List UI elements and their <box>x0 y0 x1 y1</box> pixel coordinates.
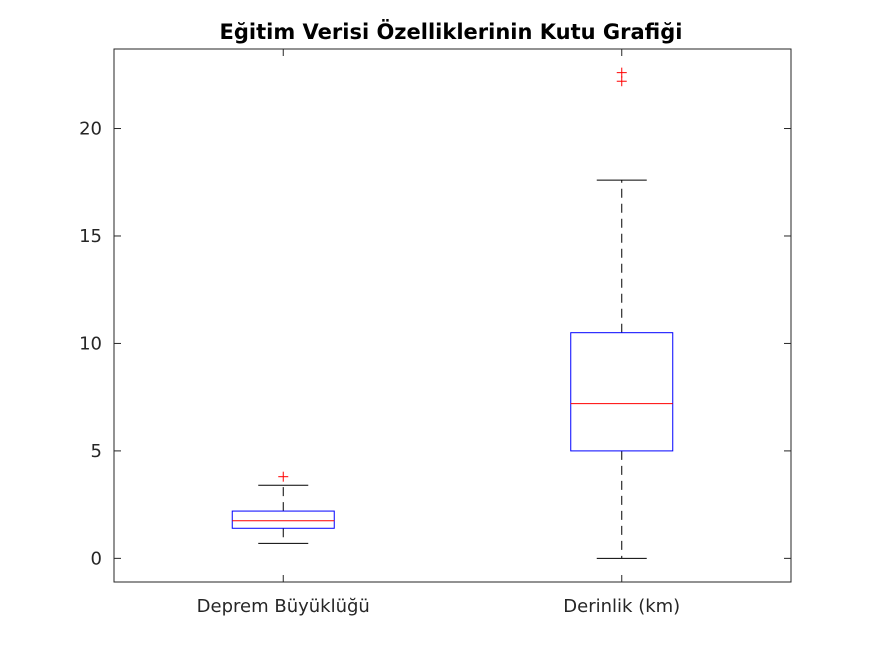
y-tick-label: 10 <box>79 333 102 354</box>
boxes <box>231 67 674 559</box>
y-axis: 0 5 10 15 20 <box>79 119 791 569</box>
outlier-marker <box>278 471 289 482</box>
x-category-label: Derinlik (km) <box>563 596 680 617</box>
y-tick-label: 0 <box>91 548 102 569</box>
plot-area <box>113 48 792 583</box>
x-axis: Deprem Büyüklüğü Derinlik (km) <box>197 49 680 617</box>
y-tick-label: 5 <box>91 441 102 462</box>
iqr-box <box>231 510 335 529</box>
iqr-box <box>570 332 674 452</box>
chart-title: Eğitim Verisi Özelliklerinin Kutu Grafiğ… <box>220 19 683 44</box>
y-tick-label: 15 <box>79 226 102 247</box>
y-tick-label: 20 <box>79 119 102 140</box>
box-1 <box>570 67 674 559</box>
x-category-label: Deprem Büyüklüğü <box>197 596 370 617</box>
box-0 <box>231 471 335 544</box>
outlier-marker <box>616 76 627 87</box>
outlier-marker <box>616 67 627 78</box>
